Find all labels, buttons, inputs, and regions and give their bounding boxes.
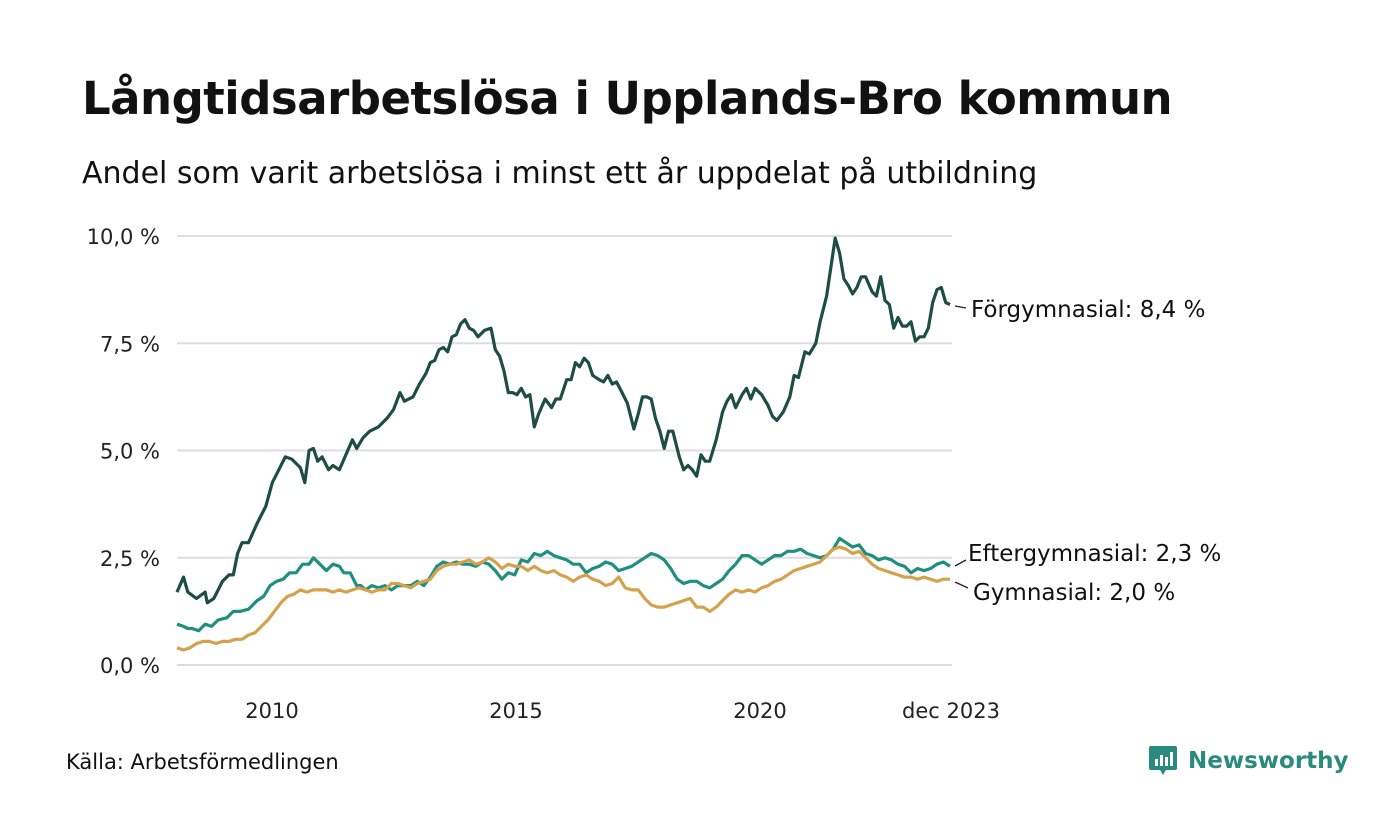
x-tick-label: 2015 [489,699,542,723]
y-tick-label: 2,5 % [100,547,160,571]
series-end-labels: Förgymnasial: 8,4 % Eftergymnasial: 2,3 %… [954,297,1221,606]
chart-subtitle: Andel som varit arbetslösa i minst ett å… [82,156,1038,191]
x-tick-label: dec 2023 [902,699,1000,723]
x-tick-label: 2010 [245,699,298,723]
label-connector [954,559,967,567]
series-label-eftergymnasial: Eftergymnasial: 2,3 % [968,541,1221,567]
series-lines [175,236,951,652]
x-tick-label: 2020 [733,699,786,723]
y-axis-tick-labels: 0,0 % 2,5 % 5,0 % 7,5 % 10,0 % [87,225,160,678]
label-connector [954,581,969,589]
y-tick-label: 10,0 % [87,225,160,249]
series-line-eftergymnasial [176,536,951,633]
newsworthy-logo-icon [1149,746,1177,775]
newsworthy-logo-text: Newsworthy [1188,748,1349,774]
series-line-gymnasial [176,545,950,652]
series-line-förgymnasial [175,236,951,605]
line-chart: 0,0 % 2,5 % 5,0 % 7,5 % 10,0 % 2010 2015 2020 d… [87,225,1222,723]
source-note: Källa: Arbetsförmedlingen [66,750,339,774]
y-tick-label: 0,0 % [100,654,160,678]
series-label-gymnasial: Gymnasial: 2,0 % [973,580,1175,606]
grid-lines [177,235,952,666]
y-tick-label: 5,0 % [100,440,160,464]
y-tick-label: 7,5 % [100,332,160,356]
chart-title: Långtidsarbetslösa i Upplands-Bro kommun [82,72,1173,125]
label-connector [954,305,967,309]
series-label-förgymnasial: Förgymnasial: 8,4 % [971,297,1205,323]
x-axis-tick-labels: 2010 2015 2020 dec 2023 [245,699,1000,723]
newsworthy-logo[interactable]: Newsworthy [1148,744,1349,778]
